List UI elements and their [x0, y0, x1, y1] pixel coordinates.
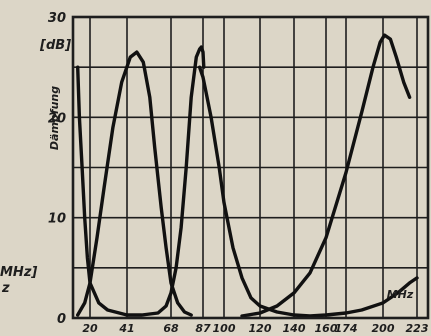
plot-frame: [71, 15, 430, 320]
y-tick-label: 20: [48, 111, 66, 126]
curve-1: [75, 45, 206, 317]
x-tick-label: 160: [315, 322, 338, 335]
y-tick-label: 10: [48, 212, 66, 227]
x-tick-label: 100: [213, 322, 236, 335]
left-fragment-2: z: [1, 281, 10, 296]
curve-4: [240, 33, 412, 318]
y-unit-label: [dB]: [39, 38, 71, 53]
x-tick-label: 223: [406, 322, 429, 335]
curve-2: [75, 50, 193, 317]
x-tick-label: 41: [118, 322, 134, 335]
y-tick-label: 0: [57, 312, 66, 327]
x-tick-label: 68: [163, 322, 179, 335]
curve-3: [197, 65, 419, 318]
x-tick-label: 87: [195, 322, 211, 335]
x-tick-label: 20: [82, 322, 98, 335]
y-ticks: 0 10 20 30: [48, 11, 66, 327]
curves: [75, 33, 419, 318]
x-tick-label: 140: [283, 322, 306, 335]
x-tick-label: 120: [249, 322, 272, 335]
y-axis-title: Dämpfung: [48, 86, 61, 150]
x-tick-label: 200: [372, 322, 395, 335]
y-tick-label: 30: [48, 11, 66, 26]
left-fragment-1: MHz]: [0, 265, 37, 280]
x-tick-label: 174: [335, 322, 358, 335]
x-unit-label: MHz: [387, 288, 414, 301]
